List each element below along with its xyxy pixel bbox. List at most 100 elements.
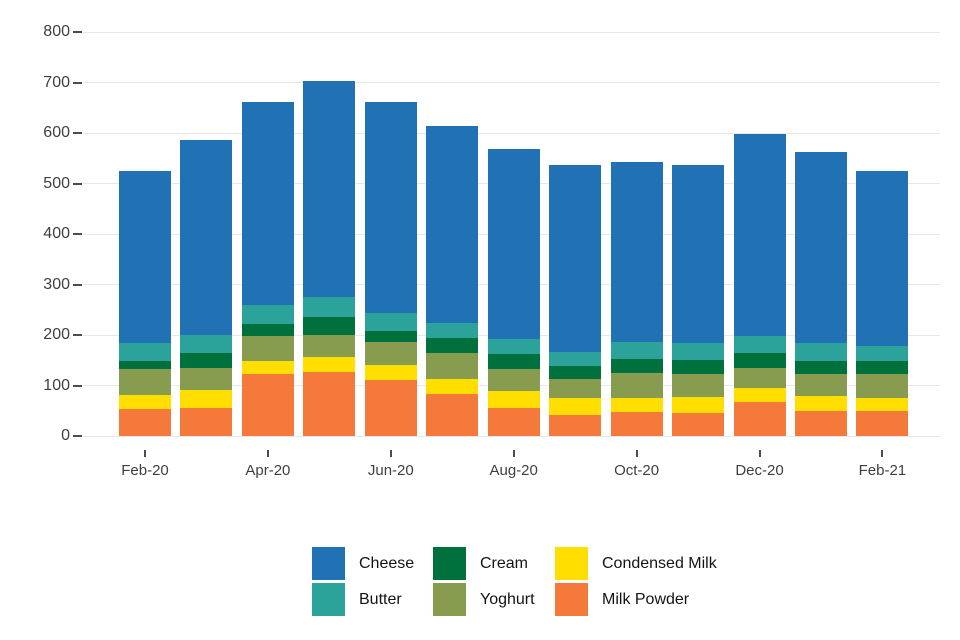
y-axis-tick-label: 300 [43,275,70,293]
y-axis-tick-label: 100 [43,376,70,394]
bar-segment[interactable] [794,374,847,396]
bar-segment[interactable] [364,342,417,365]
bar-segment[interactable] [303,297,356,318]
bar-segment[interactable] [733,353,786,369]
legend-item[interactable]: Cheese [312,547,414,580]
bar-segment[interactable] [303,81,356,298]
bar-segment[interactable] [549,165,602,352]
bar-segment[interactable] [180,368,233,391]
bar-segment[interactable] [426,353,479,379]
bar-segment[interactable] [610,342,663,359]
x-axis-tick-label: Oct-20 [614,462,660,479]
bar-segment[interactable] [241,324,294,337]
bar-segment[interactable] [241,102,294,306]
bar-segment[interactable] [610,373,663,399]
bar-segment[interactable] [733,335,786,354]
bar-segment[interactable] [119,409,171,436]
bar-segment[interactable] [364,312,417,331]
legend-item[interactable]: Condensed Milk [555,547,717,580]
bar-segment[interactable] [180,334,233,354]
bar-segment[interactable] [549,398,602,415]
y-axis-tick-mark [73,435,82,437]
bar-segment[interactable] [241,336,294,361]
bar-segment[interactable] [794,395,847,411]
bar-segment[interactable] [487,354,540,370]
bar-segment[interactable] [672,397,725,413]
bar-segment[interactable] [733,402,786,436]
bar-segment[interactable] [426,338,479,354]
bar-segment[interactable] [426,378,479,394]
bar-segment[interactable] [364,364,417,381]
bar-segment[interactable] [794,360,847,375]
bar-segment[interactable] [610,358,663,374]
bar-segment[interactable] [364,330,417,343]
x-axis-tick-label: Feb-20 [121,462,169,479]
bar-segment[interactable] [119,395,171,410]
bar-segment[interactable] [794,410,847,436]
bar-segment[interactable] [487,390,540,408]
bar-segment[interactable] [733,387,786,403]
bar-segment[interactable] [549,351,602,366]
bar-segment[interactable] [426,393,479,436]
bar-segment[interactable] [303,372,356,436]
bar-segment[interactable] [487,407,540,436]
legend-item[interactable]: Yoghurt [433,583,535,616]
legend-label: Cream [480,554,529,572]
legend-swatch [312,547,345,580]
bar-segment[interactable] [364,102,417,313]
bar-segment[interactable] [426,125,479,324]
bar-segment[interactable] [856,373,909,399]
bar-segment[interactable] [610,411,663,436]
bar-segment[interactable] [180,140,233,335]
legend-label: Yoghurt [480,590,535,608]
bar-segment[interactable] [303,356,356,373]
bar-segment[interactable] [119,343,171,361]
bar-segment[interactable] [794,152,847,344]
bar-segment[interactable] [672,343,725,360]
bar-segment[interactable] [672,412,725,436]
bar-segment[interactable] [733,134,786,336]
bar-segment[interactable] [303,335,356,357]
y-axis-tick-mark [73,384,82,387]
y-axis-tick-mark [73,132,82,134]
bar-segment[interactable] [426,323,479,339]
bar-segment[interactable] [794,343,847,361]
bar-segment[interactable] [856,410,909,436]
bar-segment[interactable] [487,149,540,340]
bar-segment[interactable] [733,368,786,388]
bar-segment[interactable] [487,369,540,391]
legend-swatch [555,547,588,580]
bar-segment[interactable] [549,414,602,436]
legend-item[interactable]: Cream [433,547,528,580]
bar-segment[interactable] [672,374,725,398]
bar-segment[interactable] [549,365,602,379]
bar-segment[interactable] [487,339,540,355]
bar-segment[interactable] [119,360,171,370]
bar-segment[interactable] [856,171,909,346]
bar-segment[interactable] [549,378,602,399]
bar-segment[interactable] [856,345,909,361]
bar-segment[interactable] [119,369,171,396]
legend-item[interactable]: Butter [312,583,402,616]
bar-segment[interactable] [241,305,294,325]
legend-item[interactable]: Milk Powder [555,583,689,616]
bar-segment[interactable] [672,359,725,375]
bar-segment[interactable] [119,170,171,344]
bar-segment[interactable] [856,398,909,411]
bar-segment[interactable] [303,317,356,336]
legend-swatch [433,583,466,616]
bar-segment[interactable] [610,398,663,412]
bar-segment[interactable] [241,374,294,436]
bar-segment[interactable] [241,360,294,375]
stacked-bar [487,149,540,436]
bar-segment[interactable] [856,360,909,374]
stacked-bar [733,134,786,436]
bar-segment[interactable] [180,407,233,436]
bar-segment[interactable] [180,353,233,369]
bar-segment[interactable] [610,161,663,343]
y-axis-tick-mark [73,182,82,185]
bar-segment[interactable] [180,390,233,408]
bar-segment[interactable] [364,380,417,436]
bar-segment[interactable] [672,165,725,344]
